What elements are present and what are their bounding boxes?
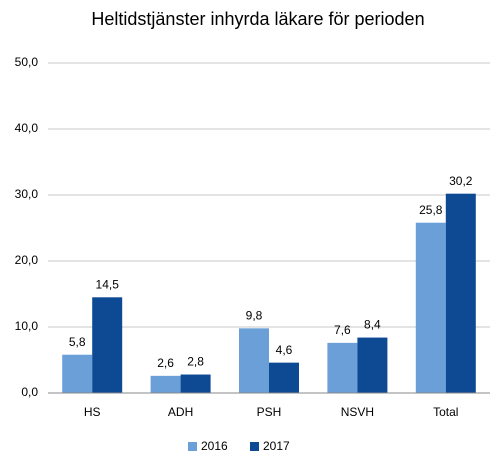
x-tick-label: HS xyxy=(84,405,101,419)
data-label: 8,4 xyxy=(364,318,381,332)
bar xyxy=(239,328,269,393)
y-tick-label: 0,0 xyxy=(21,385,38,399)
x-tick-label: ADH xyxy=(168,405,193,419)
bar xyxy=(445,193,476,393)
bar xyxy=(62,354,93,393)
x-tick-label: NSVH xyxy=(341,405,374,419)
data-label: 14,5 xyxy=(96,277,120,291)
x-tick-label: PSH xyxy=(257,405,282,419)
legend-label: 2016 xyxy=(201,439,228,453)
data-label: 25,8 xyxy=(419,203,443,217)
legend-swatch xyxy=(250,442,259,451)
y-tick-label: 50,0 xyxy=(15,55,39,69)
data-label: 4,6 xyxy=(276,343,293,357)
data-label: 2,6 xyxy=(157,356,174,370)
bar xyxy=(269,362,299,393)
x-tick-label: Total xyxy=(433,405,458,419)
y-tick-label: 30,0 xyxy=(15,187,39,201)
data-label: 30,2 xyxy=(449,174,473,188)
legend-label: 2017 xyxy=(263,439,290,453)
data-label: 9,8 xyxy=(246,308,263,322)
bar xyxy=(327,342,358,393)
bar xyxy=(92,297,123,393)
data-label: 7,6 xyxy=(334,323,351,337)
chart-title: Heltidstjänster inhyrda läkare för perio… xyxy=(91,9,424,29)
legend-swatch xyxy=(188,442,197,451)
y-tick-label: 20,0 xyxy=(15,253,39,267)
bar xyxy=(150,375,181,393)
bar xyxy=(357,337,388,393)
y-tick-label: 40,0 xyxy=(15,121,39,135)
bar xyxy=(180,374,211,393)
y-tick-label: 10,0 xyxy=(15,319,39,333)
data-label: 5,8 xyxy=(69,335,86,349)
data-label: 2,8 xyxy=(187,355,204,369)
bar xyxy=(415,222,446,393)
